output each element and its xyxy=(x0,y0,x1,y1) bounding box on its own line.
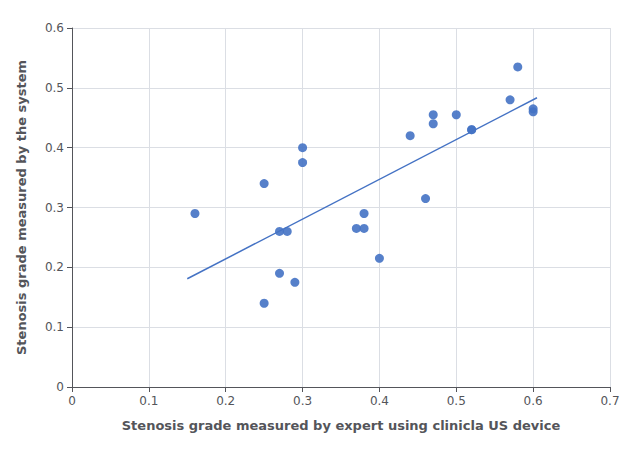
svg-text:0.4: 0.4 xyxy=(370,394,389,408)
svg-text:0.6: 0.6 xyxy=(524,394,543,408)
svg-text:0.5: 0.5 xyxy=(447,394,466,408)
svg-text:0.1: 0.1 xyxy=(45,320,64,334)
svg-text:0.3: 0.3 xyxy=(293,394,312,408)
svg-text:Stenosis grade measured by the: Stenosis grade measured by the system xyxy=(14,60,29,355)
svg-text:0.5: 0.5 xyxy=(45,81,64,95)
svg-text:0.6: 0.6 xyxy=(45,21,64,35)
svg-text:Stenosis grade measured by exp: Stenosis grade measured by expert using … xyxy=(122,418,561,433)
svg-text:0.2: 0.2 xyxy=(216,394,235,408)
svg-text:0.4: 0.4 xyxy=(45,141,64,155)
svg-text:0.2: 0.2 xyxy=(45,260,64,274)
svg-text:0: 0 xyxy=(56,380,64,394)
svg-text:0.7: 0.7 xyxy=(600,394,619,408)
svg-text:0.3: 0.3 xyxy=(45,201,64,215)
svg-text:0: 0 xyxy=(68,394,76,408)
svg-text:0.1: 0.1 xyxy=(139,394,158,408)
